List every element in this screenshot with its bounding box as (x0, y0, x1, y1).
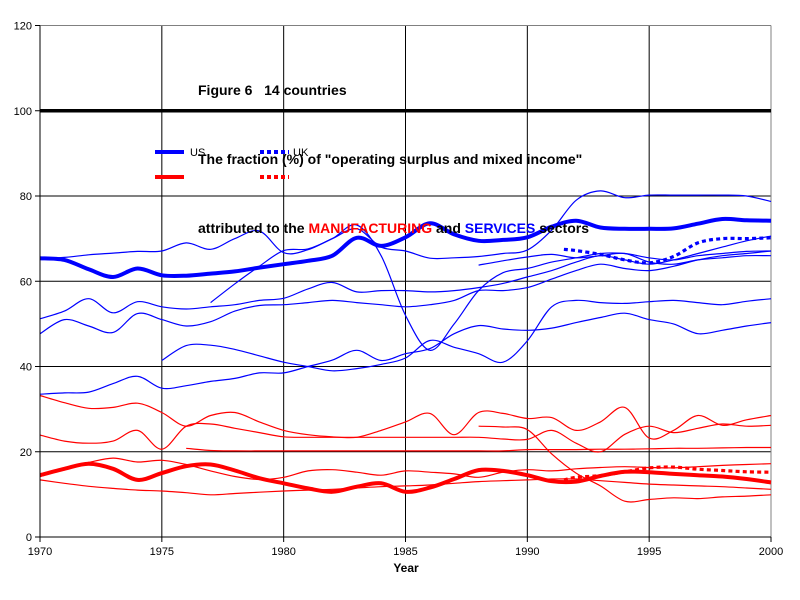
series-us-services (39, 216, 772, 280)
y-tick-label-0: 0 (26, 532, 32, 544)
y-tick-label-20: 20 (20, 447, 32, 459)
y-tick-label-120: 120 (14, 21, 32, 33)
legend-us-services-line (155, 150, 184, 154)
legend-label-uk: UK (293, 147, 309, 159)
series-us-manufacturing (39, 461, 772, 494)
series-services-country-8 (478, 252, 772, 266)
chart-title: Figure 6 14 countries The fraction (%) o… (198, 33, 589, 286)
series-manufacturing-country-2 (39, 394, 772, 440)
legend-uk-manufacturing-line (260, 175, 289, 179)
x-tick-label-1990: 1990 (515, 546, 539, 558)
x-tick-label-1970: 1970 (28, 546, 52, 558)
legend-label-us: US (190, 147, 206, 159)
series-uk-manufacturing (563, 465, 772, 482)
title-segment: SERVICES (464, 220, 536, 236)
title-segment: and (432, 220, 465, 236)
x-axis-title: Year (393, 561, 419, 575)
x-tick-label-2000: 2000 (759, 546, 783, 558)
series-manufacturing-country-6 (39, 478, 772, 496)
x-tick-label-1995: 1995 (637, 546, 661, 558)
chart-title-line-2: The fraction (%) of "operating surplus a… (198, 151, 583, 167)
chart-title-line-1: Figure 6 14 countries (198, 82, 347, 98)
series-services-country-4 (39, 250, 772, 335)
x-tick-label-1980: 1980 (271, 546, 295, 558)
title-segment: attributed to the (198, 220, 309, 236)
series-manufacturing-country-7 (478, 425, 772, 503)
series-services-country-7 (210, 224, 772, 351)
title-segment: MANUFACTURING (308, 220, 433, 236)
legend-us-manufacturing-line (155, 175, 184, 179)
series-manufacturing-country-3 (39, 422, 772, 453)
series-services-country-2 (39, 190, 772, 260)
legend-uk-services-line (260, 150, 289, 154)
series-manufacturing-country-5 (39, 457, 772, 481)
series-services-country-6 (161, 298, 772, 372)
y-tick-label-60: 60 (20, 276, 32, 288)
x-tick-label-1975: 1975 (150, 546, 174, 558)
y-tick-label-100: 100 (14, 106, 32, 118)
x-tick-label-1985: 1985 (393, 546, 417, 558)
series-manufacturing-country-4 (186, 446, 772, 452)
series-uk-services (563, 236, 772, 265)
title-segment: sectors (535, 220, 590, 236)
series-services-country-5 (39, 312, 772, 395)
y-tick-label-80: 80 (20, 191, 32, 203)
y-tick-label-40: 40 (20, 362, 32, 374)
chart-title-line-3: attributed to the MANUFACTURING and SERV… (198, 217, 589, 240)
